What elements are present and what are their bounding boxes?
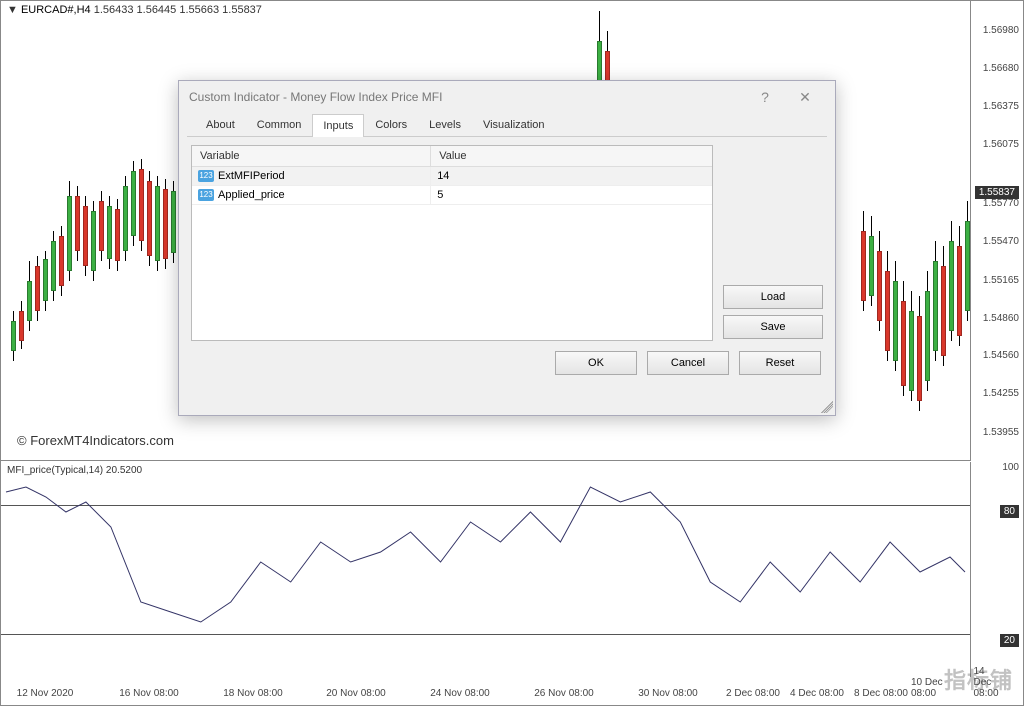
price-tick: 1.56075 <box>983 139 1019 150</box>
time-tick: 24 Nov 08:00 <box>430 688 490 699</box>
input-value[interactable]: 14 <box>431 167 712 185</box>
load-button[interactable]: Load <box>723 285 823 309</box>
dialog-footer: OK Cancel Reset <box>179 341 835 385</box>
time-tick: 30 Nov 08:00 <box>638 688 698 699</box>
inputs-grid[interactable]: Variable Value 123ExtMFIPeriod14123Appli… <box>191 145 713 341</box>
indicator-tick: 80 <box>1000 505 1019 518</box>
number-icon: 123 <box>198 170 214 182</box>
current-price-tag: 1.55837 <box>975 186 1019 199</box>
price-tick: 1.54560 <box>983 350 1019 361</box>
price-tick: 1.53955 <box>983 427 1019 438</box>
reset-button[interactable]: Reset <box>739 351 821 375</box>
time-tick: 4 Dec 08:00 <box>790 688 844 699</box>
tab-about[interactable]: About <box>195 113 246 136</box>
tab-common[interactable]: Common <box>246 113 313 136</box>
price-tick: 1.56680 <box>983 63 1019 74</box>
help-icon[interactable]: ? <box>745 89 785 105</box>
dialog-titlebar[interactable]: Custom Indicator - Money Flow Index Pric… <box>179 81 835 113</box>
price-tick: 1.55470 <box>983 236 1019 247</box>
price-tick: 1.54860 <box>983 313 1019 324</box>
tab-levels[interactable]: Levels <box>418 113 472 136</box>
col-variable[interactable]: Variable <box>192 146 431 166</box>
input-row[interactable]: 123ExtMFIPeriod14 <box>192 167 712 186</box>
time-tick: 20 Nov 08:00 <box>326 688 386 699</box>
indicator-panel[interactable]: MFI_price(Typical,14) 20.5200 <box>1 462 971 677</box>
indicator-axis: 100 80 20 <box>969 462 1023 677</box>
time-tick: 26 Nov 08:00 <box>534 688 594 699</box>
time-tick: 8 Dec 08:00 <box>854 688 908 699</box>
input-name: 123ExtMFIPeriod <box>192 167 431 185</box>
price-axis: 1.56980 1.56680 1.56375 1.56075 1.55770 1.554… <box>969 1 1023 461</box>
time-axis: 12 Nov 2020 16 Nov 08:00 18 Nov 08:00 20 No… <box>1 675 971 705</box>
tab-inputs[interactable]: Inputs <box>312 114 364 137</box>
input-value[interactable]: 5 <box>431 186 712 204</box>
price-tick: 1.56980 <box>983 25 1019 36</box>
time-tick: 2 Dec 08:00 <box>726 688 780 699</box>
dialog-title: Custom Indicator - Money Flow Index Pric… <box>189 90 745 104</box>
brand-watermark: 指标铺 <box>944 663 1013 695</box>
mfi-line <box>1 462 970 677</box>
col-value[interactable]: Value <box>431 146 712 166</box>
price-tick: 1.55165 <box>983 275 1019 286</box>
time-tick: 12 Nov 2020 <box>17 688 74 699</box>
resize-grip[interactable] <box>821 401 833 413</box>
number-icon: 123 <box>198 189 214 201</box>
cancel-button[interactable]: Cancel <box>647 351 729 375</box>
price-tick: 1.55770 <box>983 198 1019 209</box>
time-tick: 16 Nov 08:00 <box>119 688 179 699</box>
indicator-tick: 100 <box>1002 462 1019 473</box>
indicator-dialog: Custom Indicator - Money Flow Index Pric… <box>178 80 836 416</box>
input-name: 123Applied_price <box>192 186 431 204</box>
price-tick: 1.56375 <box>983 101 1019 112</box>
price-tick: 1.54255 <box>983 388 1019 399</box>
tab-colors[interactable]: Colors <box>364 113 418 136</box>
side-buttons: Load Save <box>723 145 823 341</box>
input-row[interactable]: 123Applied_price5 <box>192 186 712 205</box>
time-tick: 18 Nov 08:00 <box>223 688 283 699</box>
tab-visualization[interactable]: Visualization <box>472 113 556 136</box>
indicator-tick: 20 <box>1000 634 1019 647</box>
grid-header: Variable Value <box>192 146 712 167</box>
save-button[interactable]: Save <box>723 315 823 339</box>
tab-row: AboutCommonInputsColorsLevelsVisualizati… <box>187 113 827 137</box>
watermark: © ForexMT4Indicators.com <box>17 433 174 448</box>
ok-button[interactable]: OK <box>555 351 637 375</box>
close-icon[interactable]: ✕ <box>785 89 825 106</box>
